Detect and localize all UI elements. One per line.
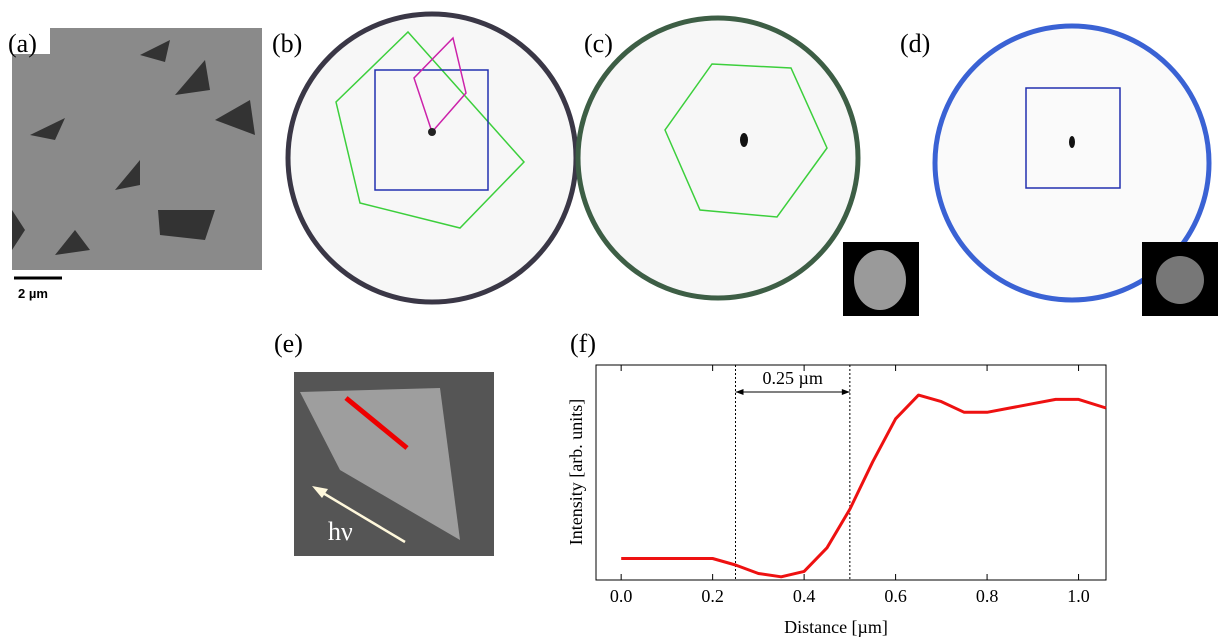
figure: (a) 2 µm (b) (c) (d) (e) hν (f) Distance…: [0, 0, 1222, 640]
x-tick-label: 0.8: [976, 586, 999, 606]
plot-frame: [596, 365, 1106, 580]
panel-label: (c): [584, 29, 613, 58]
spot: [428, 128, 436, 136]
arrow-label: hν: [328, 517, 353, 546]
sem-image: [12, 28, 262, 270]
leed-pattern: [578, 18, 858, 298]
inset-spot: [854, 250, 906, 310]
x-tick-label: 0.2: [701, 586, 724, 606]
x-tick-label: 0.4: [793, 586, 816, 606]
arrow-head: [842, 389, 850, 395]
spot: [1069, 136, 1075, 148]
inset-spot: [1156, 256, 1204, 304]
panel-label: (d): [900, 29, 930, 58]
scale-label: 2 µm: [18, 286, 48, 301]
y-axis-label: Intensity [arb. units]: [566, 399, 586, 545]
intensity-line: [621, 395, 1106, 577]
leed-pattern: [288, 14, 576, 302]
x-tick-label: 0.0: [610, 586, 633, 606]
x-axis-label: Distance [µm]: [784, 617, 888, 637]
spot: [740, 133, 748, 147]
x-tick-label: 0.6: [884, 586, 907, 606]
annotation: 0.25 µm: [762, 368, 822, 388]
x-tick-label: 1.0: [1067, 586, 1090, 606]
panel-label: (f): [570, 329, 596, 358]
panel-label: (e): [274, 329, 303, 358]
panel-label: (a): [8, 29, 37, 58]
panel-label: (b): [272, 29, 302, 58]
arrow-head: [736, 389, 744, 395]
